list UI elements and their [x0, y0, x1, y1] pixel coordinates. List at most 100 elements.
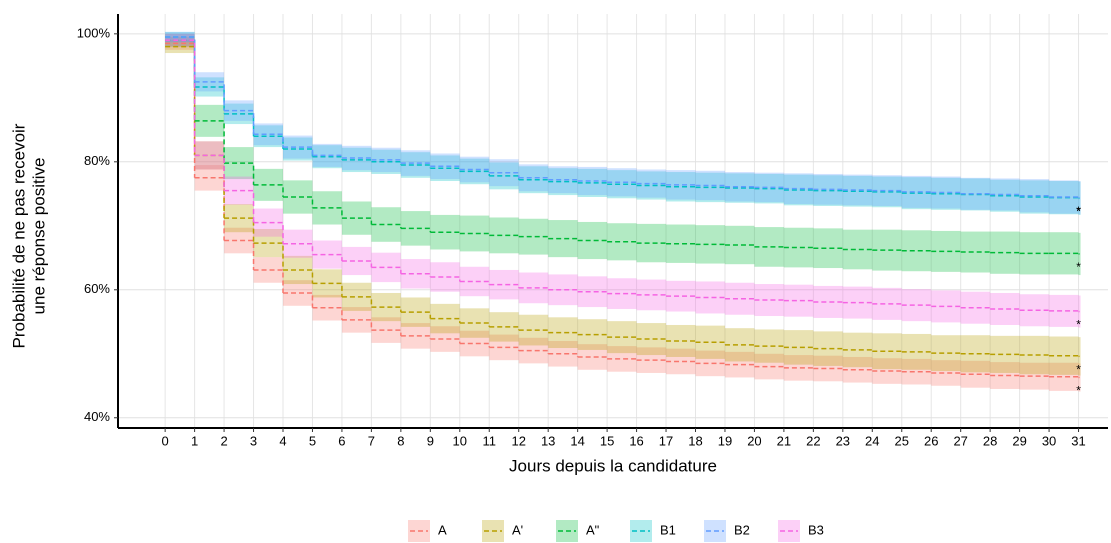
step-line — [371, 306, 402, 313]
step-line — [666, 184, 697, 186]
step-line — [1049, 252, 1080, 255]
ci-band — [253, 125, 283, 148]
step-line — [783, 299, 815, 302]
y-axis-title: Probabilité de ne pas recevoir une répon… — [9, 123, 48, 348]
step-line — [931, 352, 962, 354]
step-line — [695, 243, 726, 246]
step-line — [194, 120, 225, 164]
ci-band — [165, 31, 195, 43]
step-line — [430, 167, 461, 172]
legend-item: A' — [482, 520, 523, 542]
step-line — [283, 242, 314, 255]
step-line — [577, 356, 608, 359]
step-line — [165, 39, 196, 156]
step-line — [607, 183, 638, 186]
x-tick-label: 10 — [453, 433, 467, 448]
ci-band — [165, 40, 195, 54]
step-line — [459, 170, 490, 176]
ci-band — [312, 143, 342, 167]
step-line — [695, 184, 726, 187]
step-line — [341, 217, 373, 225]
legend-label: A — [438, 522, 447, 537]
step-line — [872, 370, 903, 372]
step-line — [489, 175, 520, 180]
step-line — [724, 344, 756, 347]
censor-mark: * — [1076, 204, 1081, 218]
step-line — [312, 306, 343, 320]
x-tick-label: 28 — [983, 433, 997, 448]
step-line — [341, 260, 373, 268]
step-line — [990, 251, 1021, 254]
step-line — [931, 305, 962, 308]
step-line — [990, 308, 1021, 311]
step-line — [400, 273, 432, 277]
ci-band — [312, 145, 342, 169]
step-line — [1049, 196, 1080, 198]
legend-label: B3 — [808, 522, 824, 537]
step-line — [724, 297, 756, 301]
step-line — [931, 193, 962, 195]
step-line — [253, 135, 284, 150]
step-line — [960, 251, 991, 253]
step-line — [371, 223, 402, 229]
x-tick-label: 5 — [309, 433, 316, 448]
step-line — [194, 154, 225, 191]
step-line — [724, 363, 756, 367]
legend-item: A — [408, 520, 447, 542]
step-line — [341, 157, 373, 160]
step-line — [842, 190, 874, 192]
step-line — [489, 234, 520, 237]
x-tick-label: 7 — [368, 433, 375, 448]
x-tick-label: 24 — [865, 433, 879, 448]
step-line — [224, 162, 255, 185]
y-title-line: Probabilité de ne pas recevoir — [9, 123, 28, 348]
legend-label: A' — [512, 522, 523, 537]
step-line — [695, 296, 726, 299]
step-line — [489, 171, 520, 178]
step-line — [607, 241, 638, 244]
step-line — [872, 191, 903, 194]
step-line — [371, 329, 402, 336]
step-line — [194, 81, 225, 111]
step-line — [1049, 354, 1080, 357]
step-line — [842, 248, 874, 251]
step-line — [931, 191, 962, 194]
step-line — [400, 162, 432, 167]
step-line — [224, 109, 255, 135]
step-line — [813, 347, 844, 350]
ci-band — [194, 77, 225, 97]
legend-label: B2 — [734, 522, 750, 537]
step-line — [548, 289, 579, 292]
ci-band — [194, 72, 225, 92]
x-tick-label: 20 — [747, 433, 761, 448]
step-line — [577, 180, 608, 183]
step-line — [312, 282, 343, 297]
step-line — [813, 301, 844, 303]
x-tick-label: 15 — [600, 433, 614, 448]
x-tick-label: 3 — [250, 433, 257, 448]
step-line — [842, 349, 874, 352]
x-tick-label: 29 — [1012, 433, 1026, 448]
x-tick-label: 14 — [570, 433, 584, 448]
step-line — [577, 182, 608, 185]
step-line — [1019, 196, 1050, 198]
censor-mark: * — [1076, 363, 1081, 377]
step-line — [783, 189, 815, 191]
step-line — [931, 250, 962, 253]
step-line — [400, 227, 432, 233]
x-tick-label: 17 — [659, 433, 673, 448]
step-line — [960, 306, 991, 309]
step-line — [607, 358, 638, 361]
step-line — [1019, 375, 1050, 377]
step-line — [666, 295, 697, 298]
x-tick-label: 27 — [953, 433, 967, 448]
step-line — [754, 186, 785, 189]
step-line — [489, 326, 520, 331]
step-line — [518, 329, 549, 333]
x-tick-label: 26 — [924, 433, 938, 448]
censor-mark: * — [1076, 204, 1081, 218]
censor-mark: * — [1076, 260, 1081, 274]
step-line — [1019, 309, 1050, 312]
step-line — [430, 231, 461, 234]
step-line — [165, 45, 196, 156]
